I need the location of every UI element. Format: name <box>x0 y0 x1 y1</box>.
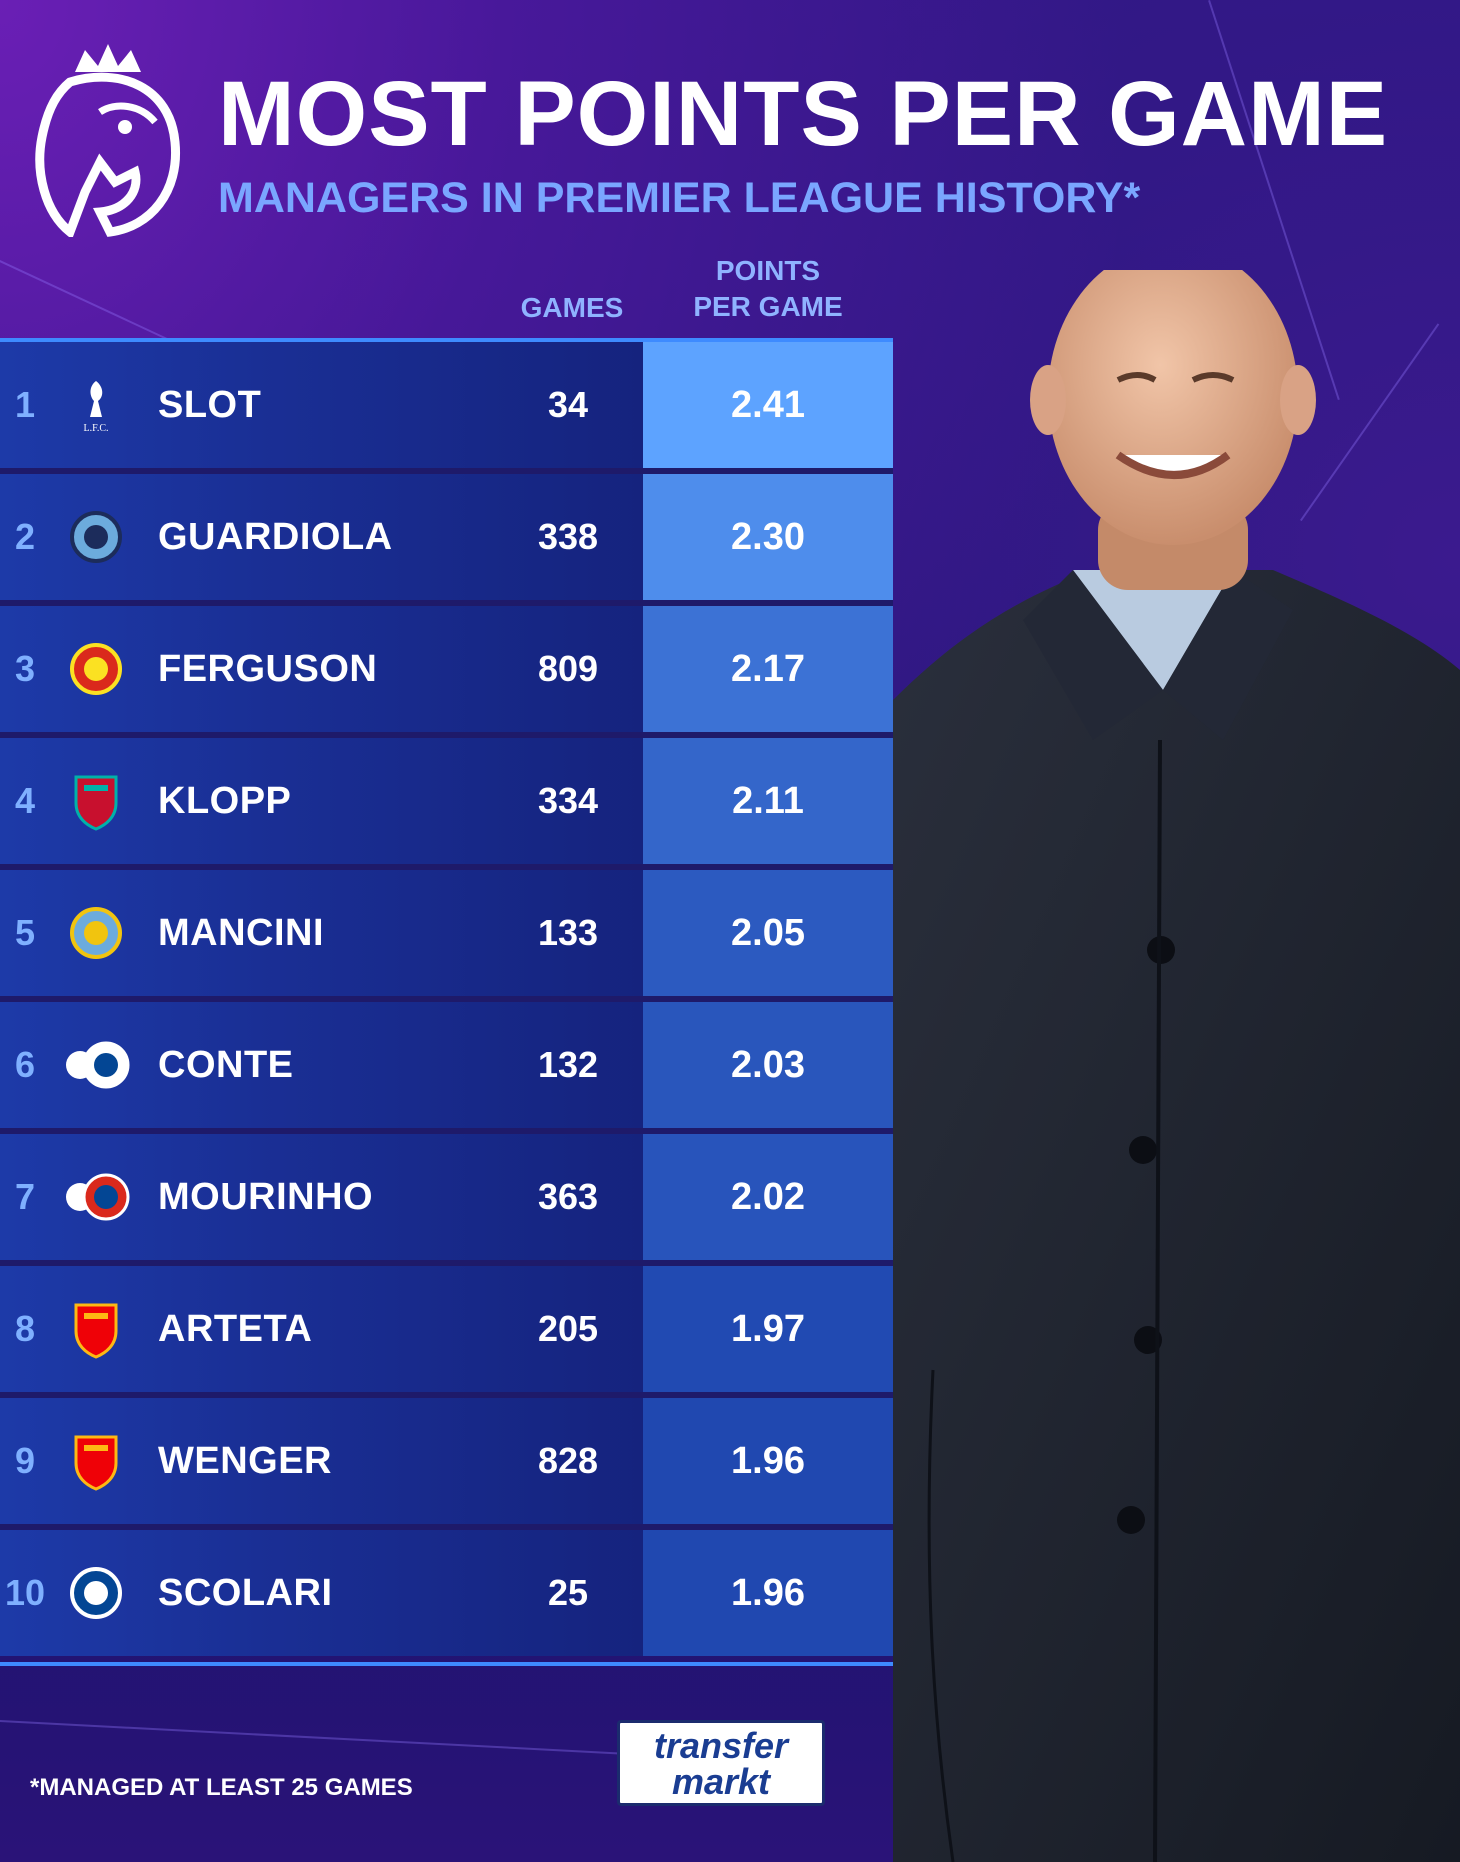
games-value: 828 <box>537 1440 599 1481</box>
points-per-game-value: 1.97 <box>643 1266 893 1392</box>
brand-line2: markt <box>671 1761 771 1802</box>
points-per-game-value: 2.30 <box>643 474 893 600</box>
rank-number: 4 <box>14 780 36 821</box>
row-divider <box>0 732 893 738</box>
page-title: MOST POINTS PER GAME <box>218 63 1389 165</box>
manager-name: SCOLARI <box>158 1571 333 1614</box>
points-per-game-value: 2.41 <box>643 342 893 468</box>
manchester-city-badge-icon <box>70 511 122 563</box>
table-row: 5 MANCINI 133 2.05 <box>0 870 893 996</box>
table-row: 7 MOURINHO 363 2.02 <box>0 1134 893 1260</box>
points-per-game-value: 2.05 <box>643 870 893 996</box>
table-row: 6 CONTE 132 2.03 <box>0 1002 893 1128</box>
manchester-united-badge-icon <box>70 643 122 695</box>
manager-name: FERGUSON <box>158 647 378 690</box>
arsenal-badge-icon <box>74 1303 118 1359</box>
table-row: 3 FERGUSON 809 2.17 <box>0 606 893 732</box>
manager-name: SLOT <box>158 383 262 426</box>
rank-number: 5 <box>14 912 36 953</box>
rank-number: 1 <box>14 384 36 425</box>
points-per-game-value: 2.11 <box>643 738 893 864</box>
rank-number: 3 <box>14 648 36 689</box>
manager-name: GUARDIOLA <box>158 515 393 558</box>
column-header-points-per-game: POINTS PER GAME <box>650 253 886 325</box>
liverpool-crest-badge-icon <box>74 775 118 831</box>
svg-text:L.F.C.: L.F.C. <box>83 423 108 434</box>
table-row: 2 GUARDIOLA 338 2.30 <box>0 474 893 600</box>
brand-line1: transfer <box>653 1725 789 1766</box>
points-per-game-value: 1.96 <box>643 1530 893 1656</box>
table-bottom-line <box>0 1662 893 1666</box>
manager-photo <box>893 270 1460 1862</box>
premier-league-lion-logo <box>35 44 181 237</box>
points-per-game-value: 2.03 <box>643 1002 893 1128</box>
games-value: 132 <box>537 1044 599 1085</box>
games-value: 334 <box>537 780 599 821</box>
manager-name: CONTE <box>158 1043 294 1086</box>
row-divider <box>0 996 893 1002</box>
manager-name: WENGER <box>158 1439 332 1482</box>
points-per-game-value: 2.17 <box>643 606 893 732</box>
column-header-games: GAMES <box>520 292 624 323</box>
rank-number: 10 <box>4 1572 46 1613</box>
games-value: 205 <box>537 1308 599 1349</box>
manager-name: ARTETA <box>158 1307 313 1350</box>
row-divider <box>0 864 893 870</box>
manager-name: MOURINHO <box>158 1175 374 1218</box>
tottenham-united-chelsea-badges-icon <box>66 1173 130 1221</box>
chelsea-badge-icon <box>70 1567 122 1619</box>
manager-name: KLOPP <box>158 779 292 822</box>
bg-line <box>0 1720 700 1759</box>
table-row: 8 ARTETA 205 1.97 <box>0 1266 893 1392</box>
liverpool-lfc-badge-icon: L.F.C. <box>83 381 109 434</box>
row-background <box>0 342 643 468</box>
row-divider <box>0 1128 893 1134</box>
games-value: 338 <box>537 516 599 557</box>
page-subtitle: MANAGERS IN PREMIER LEAGUE HISTORY* <box>218 174 1141 222</box>
row-divider <box>0 600 893 606</box>
rank-number: 6 <box>14 1044 36 1085</box>
column-header-ppg-line1: POINTS <box>715 255 821 286</box>
table-row: 4 KLOPP 334 2.11 <box>0 738 893 864</box>
column-header-ppg-line2: PER GAME <box>693 291 843 322</box>
games-value: 34 <box>547 384 589 425</box>
manager-name: MANCINI <box>158 911 325 954</box>
transfermarkt-logo: transfer markt <box>617 1720 825 1806</box>
points-per-game-value: 1.96 <box>643 1398 893 1524</box>
arsenal-badge-icon <box>74 1435 118 1491</box>
tottenham-chelsea-badges-icon <box>66 1041 130 1089</box>
rank-number: 9 <box>14 1440 36 1481</box>
rank-number: 2 <box>14 516 36 557</box>
rank-number: 8 <box>14 1308 36 1349</box>
table-row: 9 WENGER 828 1.96 <box>0 1398 893 1524</box>
row-divider <box>0 1392 893 1398</box>
games-value: 133 <box>537 912 599 953</box>
games-value: 809 <box>537 648 599 689</box>
table-row: 1 L.F.C. SLOT 34 2.41 <box>0 342 893 468</box>
games-value: 25 <box>547 1572 589 1613</box>
table-row: 10 SCOLARI 25 1.96 <box>0 1530 893 1656</box>
footnote: *MANAGED AT LEAST 25 GAMES <box>30 1774 413 1801</box>
points-per-game-value: 2.02 <box>643 1134 893 1260</box>
rank-number: 7 <box>14 1176 36 1217</box>
row-divider <box>0 468 893 474</box>
table-top-line <box>0 338 893 342</box>
row-divider <box>0 1524 893 1530</box>
row-divider <box>0 1260 893 1266</box>
manchester-city-old-badge-icon <box>70 907 122 959</box>
games-value: 363 <box>537 1176 599 1217</box>
